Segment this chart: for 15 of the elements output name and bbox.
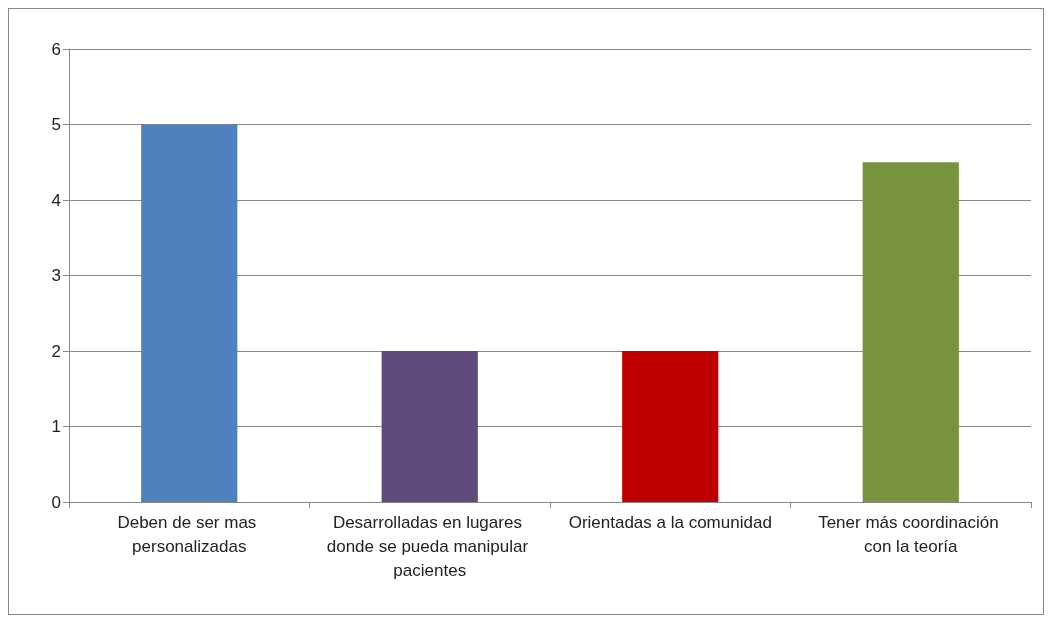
y-tick-label: 4 [51, 190, 61, 210]
y-tick-label: 6 [51, 39, 61, 59]
y-tick-label: 3 [51, 266, 61, 285]
x-tick-label: Orientadas a la comunidad [568, 512, 772, 532]
y-tick-label: 2 [51, 341, 61, 361]
bar [141, 124, 238, 502]
x-tick-label: Desarrolladas en lugares donde se pueda manipular pacientes [326, 512, 533, 580]
x-tick-label: Deben de ser mas personalizadas [117, 512, 262, 556]
bar [622, 351, 719, 502]
bar [862, 162, 959, 502]
x-tick-label: Tener más coordinación con la teoría [818, 512, 1004, 556]
y-tick-label: 0 [51, 492, 61, 512]
y-tick-label: 5 [51, 115, 61, 134]
bar [381, 351, 478, 502]
y-tick-label: 1 [51, 417, 61, 436]
